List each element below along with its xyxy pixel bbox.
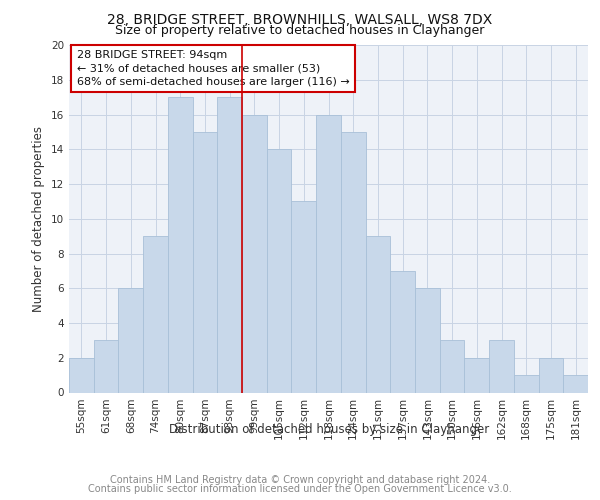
Bar [464,358,489,392]
Bar [341,132,365,392]
Bar [415,288,440,393]
Bar [118,288,143,393]
Bar [143,236,168,392]
Bar [365,236,390,392]
Bar [193,132,217,392]
Bar [267,150,292,392]
Bar [539,358,563,392]
Bar [514,375,539,392]
Bar [242,114,267,392]
Bar [217,97,242,392]
Y-axis label: Number of detached properties: Number of detached properties [32,126,46,312]
Bar [440,340,464,392]
Text: Size of property relative to detached houses in Clayhanger: Size of property relative to detached ho… [115,24,485,37]
Bar [563,375,588,392]
Text: Contains public sector information licensed under the Open Government Licence v3: Contains public sector information licen… [88,484,512,494]
Text: 28 BRIDGE STREET: 94sqm
← 31% of detached houses are smaller (53)
68% of semi-de: 28 BRIDGE STREET: 94sqm ← 31% of detache… [77,50,350,86]
Text: 28, BRIDGE STREET, BROWNHILLS, WALSALL, WS8 7DX: 28, BRIDGE STREET, BROWNHILLS, WALSALL, … [107,12,493,26]
Bar [168,97,193,392]
Bar [94,340,118,392]
Text: Distribution of detached houses by size in Clayhanger: Distribution of detached houses by size … [169,422,489,436]
Bar [390,271,415,392]
Bar [489,340,514,392]
Bar [292,202,316,392]
Bar [69,358,94,392]
Bar [316,114,341,392]
Text: Contains HM Land Registry data © Crown copyright and database right 2024.: Contains HM Land Registry data © Crown c… [110,475,490,485]
